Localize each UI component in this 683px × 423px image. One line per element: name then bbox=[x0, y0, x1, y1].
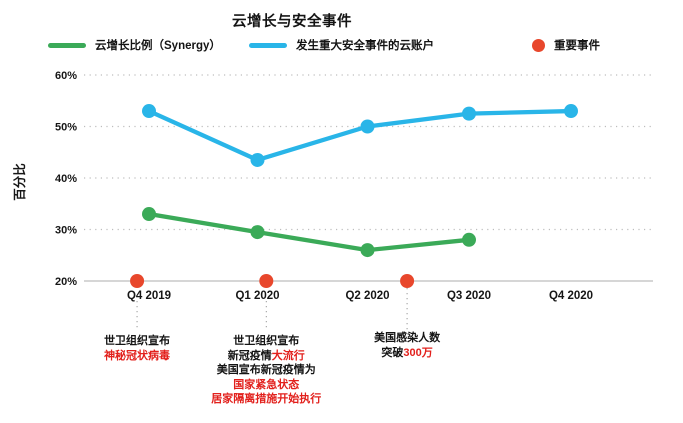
event-annotation: 美国感染人数 突破300万 bbox=[374, 331, 440, 360]
y-tick-label: 40% bbox=[55, 173, 77, 185]
event-annotation-line: 国家紧急状态 bbox=[233, 378, 300, 391]
security-incident-accounts-point bbox=[250, 152, 265, 167]
chart-title: 云增长与安全事件 bbox=[232, 14, 352, 30]
x-tick-label: Q3 2020 bbox=[447, 290, 491, 302]
legend-item-cloud-growth: 云增长比例（Synergy） bbox=[48, 37, 221, 53]
green-line-swatch-icon bbox=[48, 42, 86, 48]
event-annotation: 世卫组织宣布 神秘冠状病毒 bbox=[104, 334, 170, 363]
event-annotation-line: 突破300万 bbox=[381, 346, 433, 359]
cloud-growth-point bbox=[462, 232, 476, 247]
event-annotation-line: 居家隔离措施开始执行 bbox=[211, 393, 322, 406]
security-incident-accounts-line bbox=[146, 108, 574, 163]
y-axis-title: 百分比 bbox=[12, 163, 27, 201]
legend-label-key-events: 重要事件 bbox=[554, 40, 600, 52]
y-tick-label: 20% bbox=[55, 276, 77, 288]
event-annotation-line: 神秘冠状病毒 bbox=[104, 349, 171, 362]
legend-item-key-events: 重要事件 bbox=[532, 37, 600, 53]
event-annotation-line: 美国宣布新冠疫情为 bbox=[216, 364, 316, 377]
event-annotation: 世卫组织宣布 新冠疫情大流行 美国宣布新冠疫情为 国家紧急状态居家隔离措施开始执行 bbox=[211, 334, 321, 407]
y-tick-label: 60% bbox=[55, 70, 77, 82]
event-annotation-line: 世卫组织宣布 bbox=[104, 335, 171, 347]
y-tick-label: 50% bbox=[55, 122, 77, 134]
legend-item-security-accounts: 发生重大安全事件的云账户 bbox=[249, 37, 434, 53]
security-incident-accounts-point bbox=[462, 106, 476, 121]
security-incident-accounts-point bbox=[142, 104, 156, 119]
x-tick-label: Q1 2020 bbox=[235, 290, 279, 302]
event-annotation-line: 世卫组织宣布 bbox=[233, 335, 300, 347]
cyan-line-swatch-icon bbox=[249, 42, 287, 48]
x-tick-label: Q4 2019 bbox=[127, 290, 171, 302]
y-tick-label: 30% bbox=[55, 225, 77, 237]
cloud-growth-point bbox=[142, 207, 156, 222]
x-tick-label: Q2 2020 bbox=[345, 290, 389, 302]
cloud-growth-line bbox=[146, 211, 472, 253]
legend-label-cloud-growth: 云增长比例（Synergy） bbox=[95, 40, 221, 52]
x-tick-label: Q4 2020 bbox=[549, 290, 593, 302]
event-dot bbox=[259, 274, 274, 288]
security-incident-accounts-point bbox=[360, 119, 375, 134]
legend-label-security-accounts: 发生重大安全事件的云账户 bbox=[296, 40, 434, 52]
event-annotation-line: 美国感染人数 bbox=[374, 332, 441, 344]
event-annotation-line: 新冠疫情大流行 bbox=[227, 349, 305, 362]
security-incident-accounts-point bbox=[564, 104, 578, 119]
cloud-growth-point bbox=[250, 225, 265, 240]
event-dot bbox=[400, 274, 415, 288]
red-dot-swatch-icon bbox=[532, 38, 545, 52]
cloud-growth-point bbox=[360, 243, 375, 258]
event-dot bbox=[130, 274, 145, 288]
